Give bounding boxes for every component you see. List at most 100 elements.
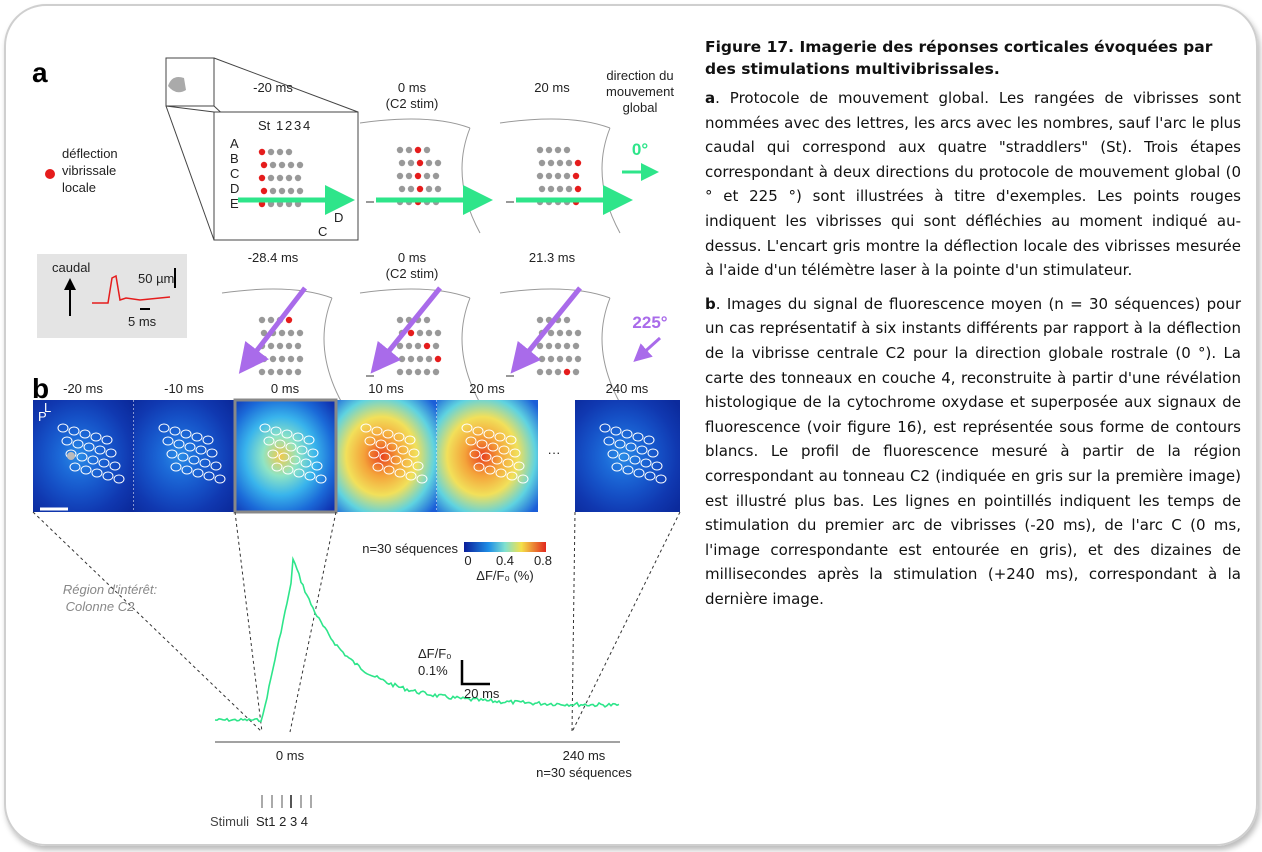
whisker <box>547 185 555 193</box>
time-label: -20 ms <box>63 381 103 396</box>
whisker <box>269 355 277 363</box>
barrel-contour <box>644 471 656 481</box>
whisker <box>556 185 564 193</box>
barrel-contour <box>278 452 290 462</box>
row-label: E <box>230 196 239 211</box>
whisker <box>547 355 555 363</box>
barrel-contour <box>94 445 106 455</box>
barrel-contour <box>166 449 178 459</box>
barrel-contour <box>364 436 376 446</box>
barrel-contour <box>109 461 121 471</box>
zoom-source <box>165 57 215 107</box>
whisker-panels <box>221 118 633 404</box>
stimulus-ticks <box>261 795 312 808</box>
time-label: 20 ms <box>534 80 570 95</box>
snout-outline <box>359 118 481 234</box>
barrel-contour <box>632 432 644 442</box>
legend-text: vibrissale <box>62 163 116 178</box>
barrel-contour <box>607 449 619 459</box>
deflected-whisker <box>258 174 266 182</box>
whisker <box>296 161 304 169</box>
barrel-contour <box>368 449 380 459</box>
orient-label: C <box>318 224 327 239</box>
roi <box>67 452 75 460</box>
scale-label: 500 µm <box>32 516 76 531</box>
barrel-contour <box>91 468 103 478</box>
colorbar-n: n=30 séquences <box>362 541 458 556</box>
whisker <box>574 329 582 337</box>
whisker <box>294 174 302 182</box>
barrel-contour <box>98 458 110 468</box>
inset-box <box>37 254 187 338</box>
barrel-contour <box>90 432 102 442</box>
barrel-contour <box>506 471 518 481</box>
barrel-contour <box>83 442 95 452</box>
deflected-whisker <box>414 172 422 180</box>
whisker <box>285 174 293 182</box>
stim-note: (C2 stim) <box>386 96 439 111</box>
whisker <box>565 185 573 193</box>
whisker <box>276 174 284 182</box>
whisker <box>278 329 286 337</box>
axis-n: n=30 séquences <box>536 765 632 780</box>
whisker <box>563 146 571 154</box>
stimuli-names: St1 2 3 4 <box>256 814 308 829</box>
whisker <box>405 342 413 350</box>
whisker <box>425 185 433 193</box>
barrel-contour <box>79 429 91 439</box>
whisker <box>536 316 544 324</box>
whisker <box>258 368 266 376</box>
whisker <box>434 329 442 337</box>
direction-label: 0° <box>632 140 648 159</box>
inset-trace <box>92 274 171 304</box>
whisker <box>267 174 275 182</box>
barrel-contour <box>636 445 648 455</box>
barrel-contour <box>618 452 630 462</box>
whisker <box>276 342 284 350</box>
whisker <box>536 172 544 180</box>
deflected-whisker <box>260 187 268 195</box>
whisker <box>396 316 404 324</box>
figure: a -20 ms 0 ms (C2 stim) 20 ms direction … <box>32 57 681 829</box>
barrel-contour <box>397 445 409 455</box>
arc-label: St <box>258 118 271 133</box>
barrel-contour <box>192 468 204 478</box>
whisker <box>545 146 553 154</box>
barrel-contour <box>622 465 634 475</box>
whisker <box>287 161 295 169</box>
barrel-contour <box>210 461 222 471</box>
direction-title: direction du <box>606 68 673 83</box>
time-label: -10 ms <box>164 381 204 396</box>
whisker <box>563 342 571 350</box>
whisker <box>267 316 275 324</box>
direction-arrow <box>370 286 442 374</box>
whisker <box>563 172 571 180</box>
barrel-contour <box>169 426 181 436</box>
time-label: -28.4 ms <box>248 250 299 265</box>
scale-bar <box>460 660 490 686</box>
barrel-contour <box>271 462 283 472</box>
barrel-contour <box>416 474 428 484</box>
deflected-whisker <box>423 342 431 350</box>
inset-direction: caudal <box>52 260 90 275</box>
barrel-contour <box>101 435 113 445</box>
colorbar-tick: 0 <box>464 553 471 568</box>
fluorescence-image <box>134 400 235 512</box>
stimuli-label: Stimuli <box>210 814 249 829</box>
barrel-contour <box>267 449 279 459</box>
whisker <box>396 146 404 154</box>
time-label: -20 ms <box>253 80 293 95</box>
barrel-contour <box>655 474 667 484</box>
stim-note: (C2 stim) <box>386 266 439 281</box>
barrel-contour <box>180 429 192 439</box>
barrel-contour <box>72 439 84 449</box>
barrel-contour <box>87 455 99 465</box>
time-label: 10 ms <box>368 381 404 396</box>
whisker <box>425 159 433 167</box>
whisker <box>269 161 277 169</box>
barrel-contour <box>158 423 170 433</box>
arc-label: 2 <box>285 118 292 133</box>
row-label: C <box>230 166 239 181</box>
barrel-contour <box>259 423 271 433</box>
caption-paragraph: b. Images du signal de fluorescence moye… <box>705 292 1241 612</box>
